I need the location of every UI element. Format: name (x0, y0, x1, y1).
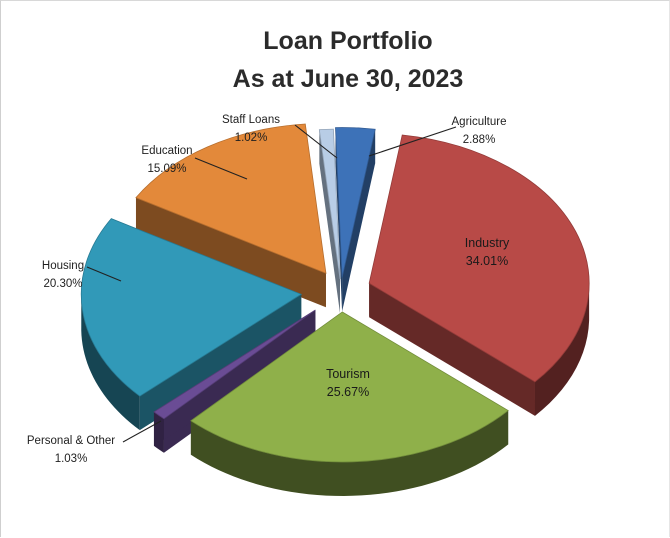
slice-side-wall (369, 283, 535, 416)
slice-top-face (368, 134, 590, 383)
pie-slice-education (135, 123, 327, 308)
slice-label-value-agriculture: 2.88% (463, 134, 496, 146)
slice-side-wall (319, 129, 341, 314)
pie-slice-tourism (190, 311, 509, 496)
pie-slice-housing (80, 218, 303, 431)
slice-label-name-personal-other: Personal & Other (27, 435, 115, 447)
label-leader-lines (86, 124, 457, 443)
slice-label-name-industry: Industry (465, 236, 510, 250)
slice-outer-wall (81, 291, 140, 431)
slice-outer-wall (534, 286, 590, 416)
slice-label-value-education: 15.09% (147, 163, 186, 175)
slice-label-name-staff-loans: Staff Loans (222, 114, 280, 126)
slice-side-wall (135, 197, 326, 308)
slice-top-face (135, 123, 327, 274)
pie-slices (80, 123, 590, 496)
slice-top-face (335, 127, 376, 278)
leader-line-staff-loans (294, 124, 338, 159)
leader-line-agriculture (368, 126, 457, 157)
slice-label-value-tourism: 25.67% (327, 385, 369, 399)
slice-label-value-personal-other: 1.03% (55, 453, 88, 465)
slice-label-name-housing: Housing (42, 260, 84, 272)
slice-top-face (318, 128, 341, 280)
slice-label-value-industry: 34.01% (466, 254, 508, 268)
chart-title-line-1: Loan Portfolio (263, 27, 432, 55)
slice-labels: Agriculture 2.88% Industry 34.01% Tourism 25.… (27, 114, 510, 465)
pie-slice-industry (368, 134, 590, 416)
slice-top-face (190, 311, 509, 463)
pie-slice-staff-loans (318, 128, 341, 314)
slice-label-name-tourism: Tourism (326, 367, 370, 381)
slice-label-value-housing: 20.30% (43, 278, 82, 290)
leader-line-personal-other (122, 420, 162, 443)
slice-outer-wall (153, 411, 164, 453)
slice-side-wall (153, 309, 316, 446)
slice-top-face (80, 218, 303, 397)
leader-line-housing (86, 266, 122, 282)
leader-line-education (194, 157, 248, 180)
slice-outer-wall (190, 410, 509, 496)
slice-label-name-agriculture: Agriculture (452, 116, 507, 128)
slice-label-value-staff-loans: 1.02% (235, 132, 268, 144)
chart-title-line-2: As at June 30, 2023 (233, 65, 464, 93)
slice-top-face (153, 309, 316, 420)
slice-side-wall (342, 129, 376, 312)
slice-label-name-education: Education (141, 145, 192, 157)
pie-slice-agriculture (335, 127, 376, 312)
